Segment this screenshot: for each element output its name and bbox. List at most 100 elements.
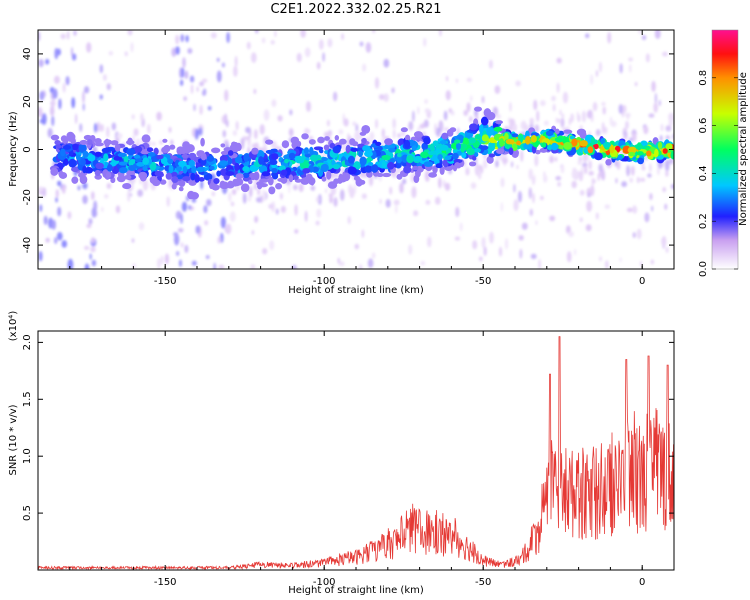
ridge-blob [141, 134, 151, 143]
ridge-blob [670, 150, 674, 160]
noise-speck [67, 258, 74, 269]
noise-speck [38, 59, 44, 68]
noise-speck [316, 208, 322, 218]
noise-speck [515, 80, 521, 87]
ridge-blob [253, 171, 260, 181]
noise-speck [47, 127, 53, 138]
noise-speck [73, 30, 77, 36]
ridge-blob [257, 182, 263, 190]
noise-speck [271, 99, 277, 107]
noise-speck [179, 259, 182, 268]
ridge-blob [194, 173, 200, 183]
ridge-blob [55, 144, 62, 149]
ridge-blob [439, 140, 447, 145]
noise-speck [524, 124, 528, 131]
noise-speck [421, 122, 425, 129]
noise-speck [468, 115, 473, 123]
ridge-blob [511, 143, 518, 152]
noise-speck [61, 240, 68, 248]
noise-speck [587, 192, 591, 198]
noise-speck [130, 42, 134, 53]
ridge-blob [469, 123, 478, 131]
noise-speck [213, 262, 217, 269]
ridge-blob [474, 134, 482, 140]
ridge-blob [219, 160, 229, 166]
noise-speck [434, 123, 437, 135]
noise-speck [131, 238, 135, 243]
noise-speck [133, 128, 139, 137]
ridge-blob [198, 177, 205, 182]
noise-speck [540, 100, 546, 107]
ridge-blob [531, 135, 537, 143]
ridge-blob [105, 171, 112, 179]
noise-speck [566, 251, 572, 263]
noise-speck [82, 182, 88, 190]
noise-speck [551, 95, 556, 102]
ridge-blob [154, 170, 164, 177]
noise-speck [106, 126, 110, 138]
noise-speck [57, 206, 62, 217]
noise-speck [601, 170, 606, 181]
noise-speck [513, 183, 516, 193]
noise-speck [257, 187, 261, 196]
noise-speck [533, 99, 538, 111]
noise-speck [489, 231, 494, 244]
noise-speck [291, 264, 297, 269]
ridge-blob [288, 152, 296, 160]
ridge-blob [190, 172, 196, 181]
ridge-blob [579, 131, 587, 139]
noise-speck [478, 256, 483, 262]
noise-speck [51, 115, 55, 127]
ridge-blob [332, 146, 341, 154]
ridge-blob [461, 137, 470, 146]
noise-speck [483, 246, 487, 256]
noise-speck [554, 156, 558, 162]
noise-speck [146, 123, 151, 134]
noise-speck [58, 98, 62, 110]
ridge-blob [251, 147, 259, 155]
ridge-blob [258, 156, 264, 165]
ridge-blob [234, 178, 244, 186]
noise-speck [361, 193, 367, 200]
noise-speck [138, 222, 145, 231]
noise-speck [650, 259, 655, 265]
noise-speck [65, 75, 70, 86]
noise-speck [175, 46, 180, 55]
ridge-blob [364, 150, 373, 157]
noise-speck [598, 61, 603, 73]
noise-speck [629, 64, 632, 73]
noise-speck [470, 95, 473, 102]
ridge-blob [206, 155, 215, 162]
noise-speck [55, 196, 58, 203]
noise-speck [579, 217, 583, 222]
ridge-blob [461, 152, 467, 159]
ridge-blob [268, 186, 276, 195]
noise-speck [626, 113, 630, 120]
noise-speck [193, 103, 196, 112]
noise-speck [559, 109, 562, 116]
noise-speck [280, 205, 286, 213]
noise-speck [660, 123, 664, 132]
noise-speck [188, 205, 192, 210]
ridge-blob [388, 147, 396, 153]
noise-speck [508, 124, 512, 132]
noise-speck [577, 160, 583, 166]
noise-speck [662, 235, 667, 247]
noise-speck [354, 182, 357, 194]
ridge-blob [350, 147, 358, 152]
ridge-blob [227, 150, 234, 156]
noise-speck [325, 188, 328, 194]
noise-speck [626, 207, 633, 213]
noise-speck [501, 157, 508, 164]
noise-speck [248, 186, 253, 198]
ridge-blob [508, 147, 514, 156]
noise-speck [91, 259, 97, 267]
noise-speck [200, 179, 204, 190]
spectrogram-y-tick-label: 20 [22, 95, 33, 108]
ridge-blob [474, 106, 483, 112]
noise-speck [117, 132, 123, 139]
ridge-blob [235, 173, 244, 180]
ridge-blob [432, 165, 438, 174]
noise-speck [61, 184, 66, 194]
noise-speck [590, 185, 595, 197]
